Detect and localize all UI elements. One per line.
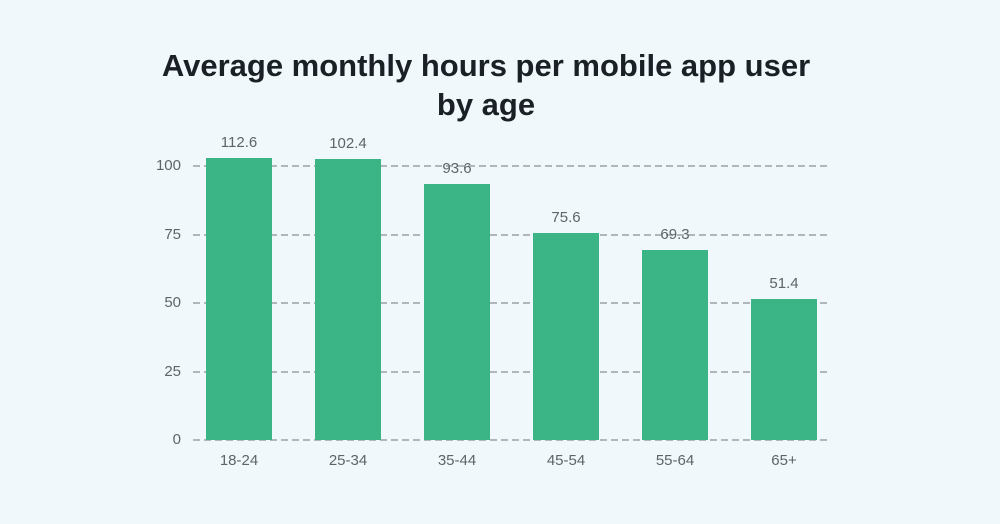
bar-55-64 bbox=[642, 250, 708, 440]
x-axis-category-label: 35-44 bbox=[437, 452, 477, 469]
bar-25-34 bbox=[315, 159, 381, 440]
bar-value-label: 102.4 bbox=[329, 135, 367, 153]
bar-45-54 bbox=[533, 232, 599, 440]
y-axis-tick-label: 50 bbox=[164, 294, 181, 311]
plot-area: 0 25 50 75 100 112.6 18-24 102.4 25-34 93.6 35-44 7… bbox=[156, 134, 829, 469]
y-axis-tick-label: 0 bbox=[172, 431, 181, 448]
x-axis-category-label: 55-64 bbox=[655, 452, 695, 469]
gridline-y25 bbox=[193, 370, 829, 373]
x-axis-category-label: 65+ bbox=[771, 452, 797, 469]
x-axis-category-label: 25-34 bbox=[328, 452, 368, 469]
bar-value-label: 93.6 bbox=[442, 159, 472, 177]
x-axis-category-label: 18-24 bbox=[219, 452, 259, 469]
bar-value-label: 75.6 bbox=[551, 208, 581, 226]
y-axis-tick-label: 100 bbox=[155, 157, 181, 174]
y-axis-tick-label: 75 bbox=[164, 225, 181, 243]
bar-value-label: 69.3 bbox=[660, 226, 690, 244]
bar-value-label: 51.4 bbox=[769, 275, 799, 293]
gridline-y75 bbox=[193, 233, 829, 236]
gridline-y50 bbox=[193, 302, 829, 304]
gridline-y100 bbox=[193, 165, 829, 167]
y-axis-tick-label: 25 bbox=[164, 362, 181, 380]
bar-18-24 bbox=[206, 158, 272, 440]
bar-value-label: 112.6 bbox=[220, 134, 258, 151]
bar-65+ bbox=[751, 299, 817, 440]
x-axis-category-label: 45-54 bbox=[546, 452, 586, 469]
bar-35-44 bbox=[424, 183, 490, 440]
gridline-y0 bbox=[193, 439, 829, 441]
chart-title: Average monthly hours per mobile app use… bbox=[161, 48, 811, 122]
